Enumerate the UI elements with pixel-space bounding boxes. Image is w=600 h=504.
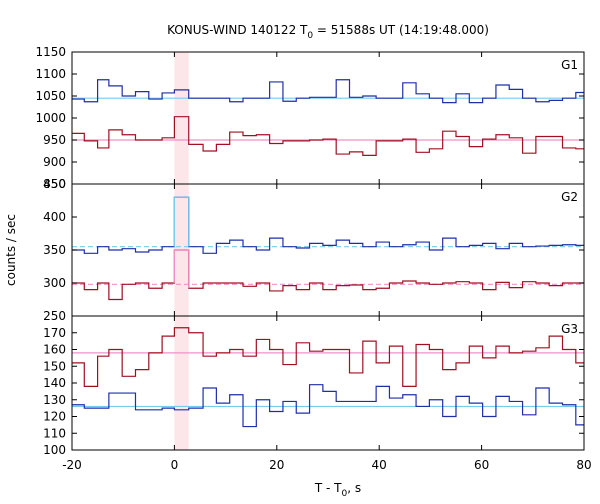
- burst-interval-band: [174, 52, 189, 450]
- g3-y-tick-label: 120: [43, 410, 66, 424]
- g3-y-tick-label: 150: [43, 359, 66, 373]
- chart-title: KONUS-WIND 140122 T0 = 51588s UT (14:19:…: [167, 23, 489, 41]
- g1-y-tick-label: 900: [43, 155, 66, 169]
- text-layer: 8509009501000105011001150G12503003504004…: [35, 45, 591, 472]
- g1-y-tick-label: 1050: [35, 89, 66, 103]
- g1-panel-label: G1: [561, 58, 578, 72]
- title-main: KONUS-WIND 140122 T: [167, 23, 308, 37]
- g1-y-tick-label: 1150: [35, 45, 66, 59]
- g2-red-burst-bin: [173, 249, 190, 289]
- g2-y-tick-label: 250: [43, 309, 66, 323]
- g2-y-tick-label: 450: [43, 177, 66, 191]
- g2-panel-label: G2: [561, 190, 578, 204]
- g2-y-tick-label: 400: [43, 210, 66, 224]
- title-subscript: 0: [307, 31, 313, 41]
- x-tick-label: 20: [269, 458, 284, 472]
- x-axis-label: T - T0, s: [314, 481, 361, 499]
- x-axis-label-rest: , s: [347, 481, 361, 495]
- g2-y-tick-label: 350: [43, 243, 66, 257]
- g3-panel-frame: [71, 315, 585, 451]
- g2-red-lightcurve: [72, 249, 584, 301]
- g3-y-tick-label: 170: [43, 326, 66, 340]
- burst-interval-highlight-layer: [174, 52, 189, 450]
- g3-panel-label: G3: [561, 322, 578, 336]
- g1-y-tick-label: 1100: [35, 67, 66, 81]
- x-axis-label-main: T - T: [314, 481, 342, 495]
- x-tick-label: 0: [171, 458, 179, 472]
- g3-y-tick-label: 140: [43, 376, 66, 390]
- g3-y-tick-label: 160: [43, 343, 66, 357]
- x-tick-label: 80: [576, 458, 591, 472]
- g1-y-tick-label: 1000: [35, 111, 66, 125]
- g2-blue-burst-bin: [173, 196, 190, 247]
- g3-y-tick-label: 110: [43, 426, 66, 440]
- g3-red-lightcurve: [72, 327, 584, 387]
- x-tick-label: 40: [372, 458, 387, 472]
- g1-red-lightcurve: [72, 116, 584, 156]
- g3-y-tick-label: 100: [43, 443, 66, 457]
- g1-blue-lightcurve: [72, 79, 584, 104]
- x-axis-label-subscript: 0: [342, 489, 348, 499]
- g3-blue-lightcurve: [72, 384, 584, 428]
- series-layer: [72, 79, 584, 428]
- g1-y-tick-label: 850: [43, 177, 66, 191]
- title-rest: = 51588s UT (14:19:48.000): [313, 23, 489, 37]
- x-tick-label: -20: [62, 458, 82, 472]
- g2-y-tick-label: 300: [43, 276, 66, 290]
- g1-y-tick-label: 950: [43, 133, 66, 147]
- g1-panel-frame: [71, 51, 585, 185]
- axes-layer: [71, 51, 585, 451]
- g3-y-tick-label: 130: [43, 393, 66, 407]
- x-tick-label: 60: [474, 458, 489, 472]
- g2-blue-lightcurve: [72, 196, 584, 254]
- y-axis-label: counts / sec: [4, 214, 18, 286]
